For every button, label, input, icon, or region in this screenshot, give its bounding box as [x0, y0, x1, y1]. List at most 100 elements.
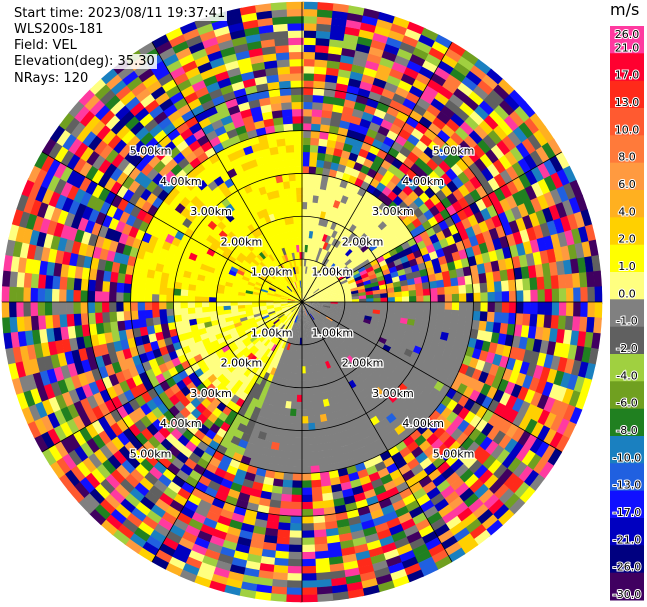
ppi-gate [37, 286, 46, 302]
ppi-gate [308, 304, 316, 309]
ppi-gate [266, 303, 274, 306]
ppi-gate [523, 154, 539, 172]
ppi-gate [188, 283, 197, 291]
ppi-gate [284, 288, 291, 294]
ppi-gate [201, 290, 210, 298]
ppi-gate [349, 352, 358, 361]
ppi-gate [510, 383, 523, 400]
ppi-gate [188, 318, 198, 326]
ppi-gate [508, 370, 520, 386]
ppi-gate [209, 573, 229, 586]
ppi-gate [244, 269, 253, 277]
ppi-gate [528, 474, 545, 493]
ppi-gate [22, 226, 34, 245]
ppi-gate [359, 371, 370, 381]
ppi-gate [304, 315, 308, 324]
ppi-gate [428, 315, 438, 325]
ppi-gate [316, 303, 324, 306]
ppi-gate [244, 256, 253, 265]
ppi-gate [451, 285, 460, 296]
ppi-gate [339, 352, 348, 361]
ppi-gate [52, 365, 65, 382]
ppi-gate [142, 73, 160, 89]
ppi-gate [287, 298, 296, 301]
ppi-gate [300, 580, 317, 589]
ppi-gate [309, 245, 315, 254]
ppi-gate [329, 290, 337, 295]
ppi-gate [514, 372, 527, 389]
ppi-gate [407, 284, 416, 292]
ppi-gate [524, 403, 538, 421]
ppi-gate [306, 351, 311, 360]
ppi-gate [377, 11, 397, 25]
ppi-gate [159, 278, 169, 288]
ppi-gate [266, 349, 274, 358]
ppi-gate [259, 216, 268, 226]
ppi-gate [305, 266, 308, 274]
ppi-gate [215, 263, 224, 272]
ppi-gate [266, 264, 274, 272]
ppi-gate [325, 412, 334, 422]
ppi-gate [284, 246, 290, 255]
ppi-gate [342, 40, 359, 51]
ppi-gate [311, 109, 324, 118]
ppi-gate [306, 291, 313, 297]
ppi-gate [302, 287, 304, 295]
ppi-gate [124, 318, 133, 330]
ppi-gate [123, 537, 143, 554]
ppi-gate [262, 316, 271, 322]
ppi-gate [423, 537, 442, 552]
ppi-gate [341, 281, 350, 287]
ppi-gate [323, 304, 331, 307]
ppi-gate [40, 153, 56, 173]
ppi-gate [207, 49, 225, 62]
ppi-gate [290, 336, 295, 345]
ppi-gate [322, 434, 332, 444]
ppi-gate [261, 326, 269, 334]
ppi-gate [258, 299, 267, 302]
ppi-gate [180, 288, 189, 296]
ppi-gate [299, 273, 301, 281]
ppi-gate [132, 265, 142, 277]
ppi-gate [594, 286, 603, 305]
ppi-gate [311, 400, 319, 409]
ppi-gate [237, 304, 246, 309]
ppi-gate [323, 88, 337, 98]
ppi-gate [240, 108, 254, 119]
ppi-gate [363, 262, 373, 270]
ppi-gate [265, 276, 274, 283]
ppi-gate [101, 310, 111, 323]
ppi-gate [302, 223, 307, 231]
ppi-gate [317, 9, 335, 19]
ppi-gate [237, 301, 245, 306]
ppi-gate [262, 239, 271, 249]
ppi-gate [401, 302, 410, 309]
ppi-gate [372, 484, 387, 497]
ppi-gate [101, 290, 110, 302]
ppi-gate [376, 352, 387, 362]
ppi-gate [370, 259, 379, 267]
ppi-gate [546, 368, 558, 386]
ppi-gate [460, 257, 471, 269]
ppi-gate [313, 327, 319, 335]
ppi-gate [384, 517, 401, 530]
ppi-gate [359, 340, 369, 349]
ppi-gate [59, 363, 71, 380]
ppi-gate [50, 205, 63, 223]
ppi-gate [271, 109, 284, 119]
ppi-gate [250, 347, 259, 356]
ppi-gate [66, 402, 80, 419]
ppi-gate [543, 191, 557, 209]
ppi-gate [291, 237, 297, 246]
ppi-gate [333, 97, 347, 107]
ppi-gate [241, 259, 251, 267]
ppi-gate [338, 333, 347, 341]
ppi-gate [479, 282, 488, 294]
ppi-gate [290, 292, 297, 298]
ppi-gate [288, 260, 293, 268]
ppi-gate [263, 223, 271, 232]
ppi-gate [344, 581, 363, 592]
ppi-gate [272, 116, 285, 126]
ppi-gate [316, 152, 327, 162]
ppi-gate [287, 297, 296, 301]
